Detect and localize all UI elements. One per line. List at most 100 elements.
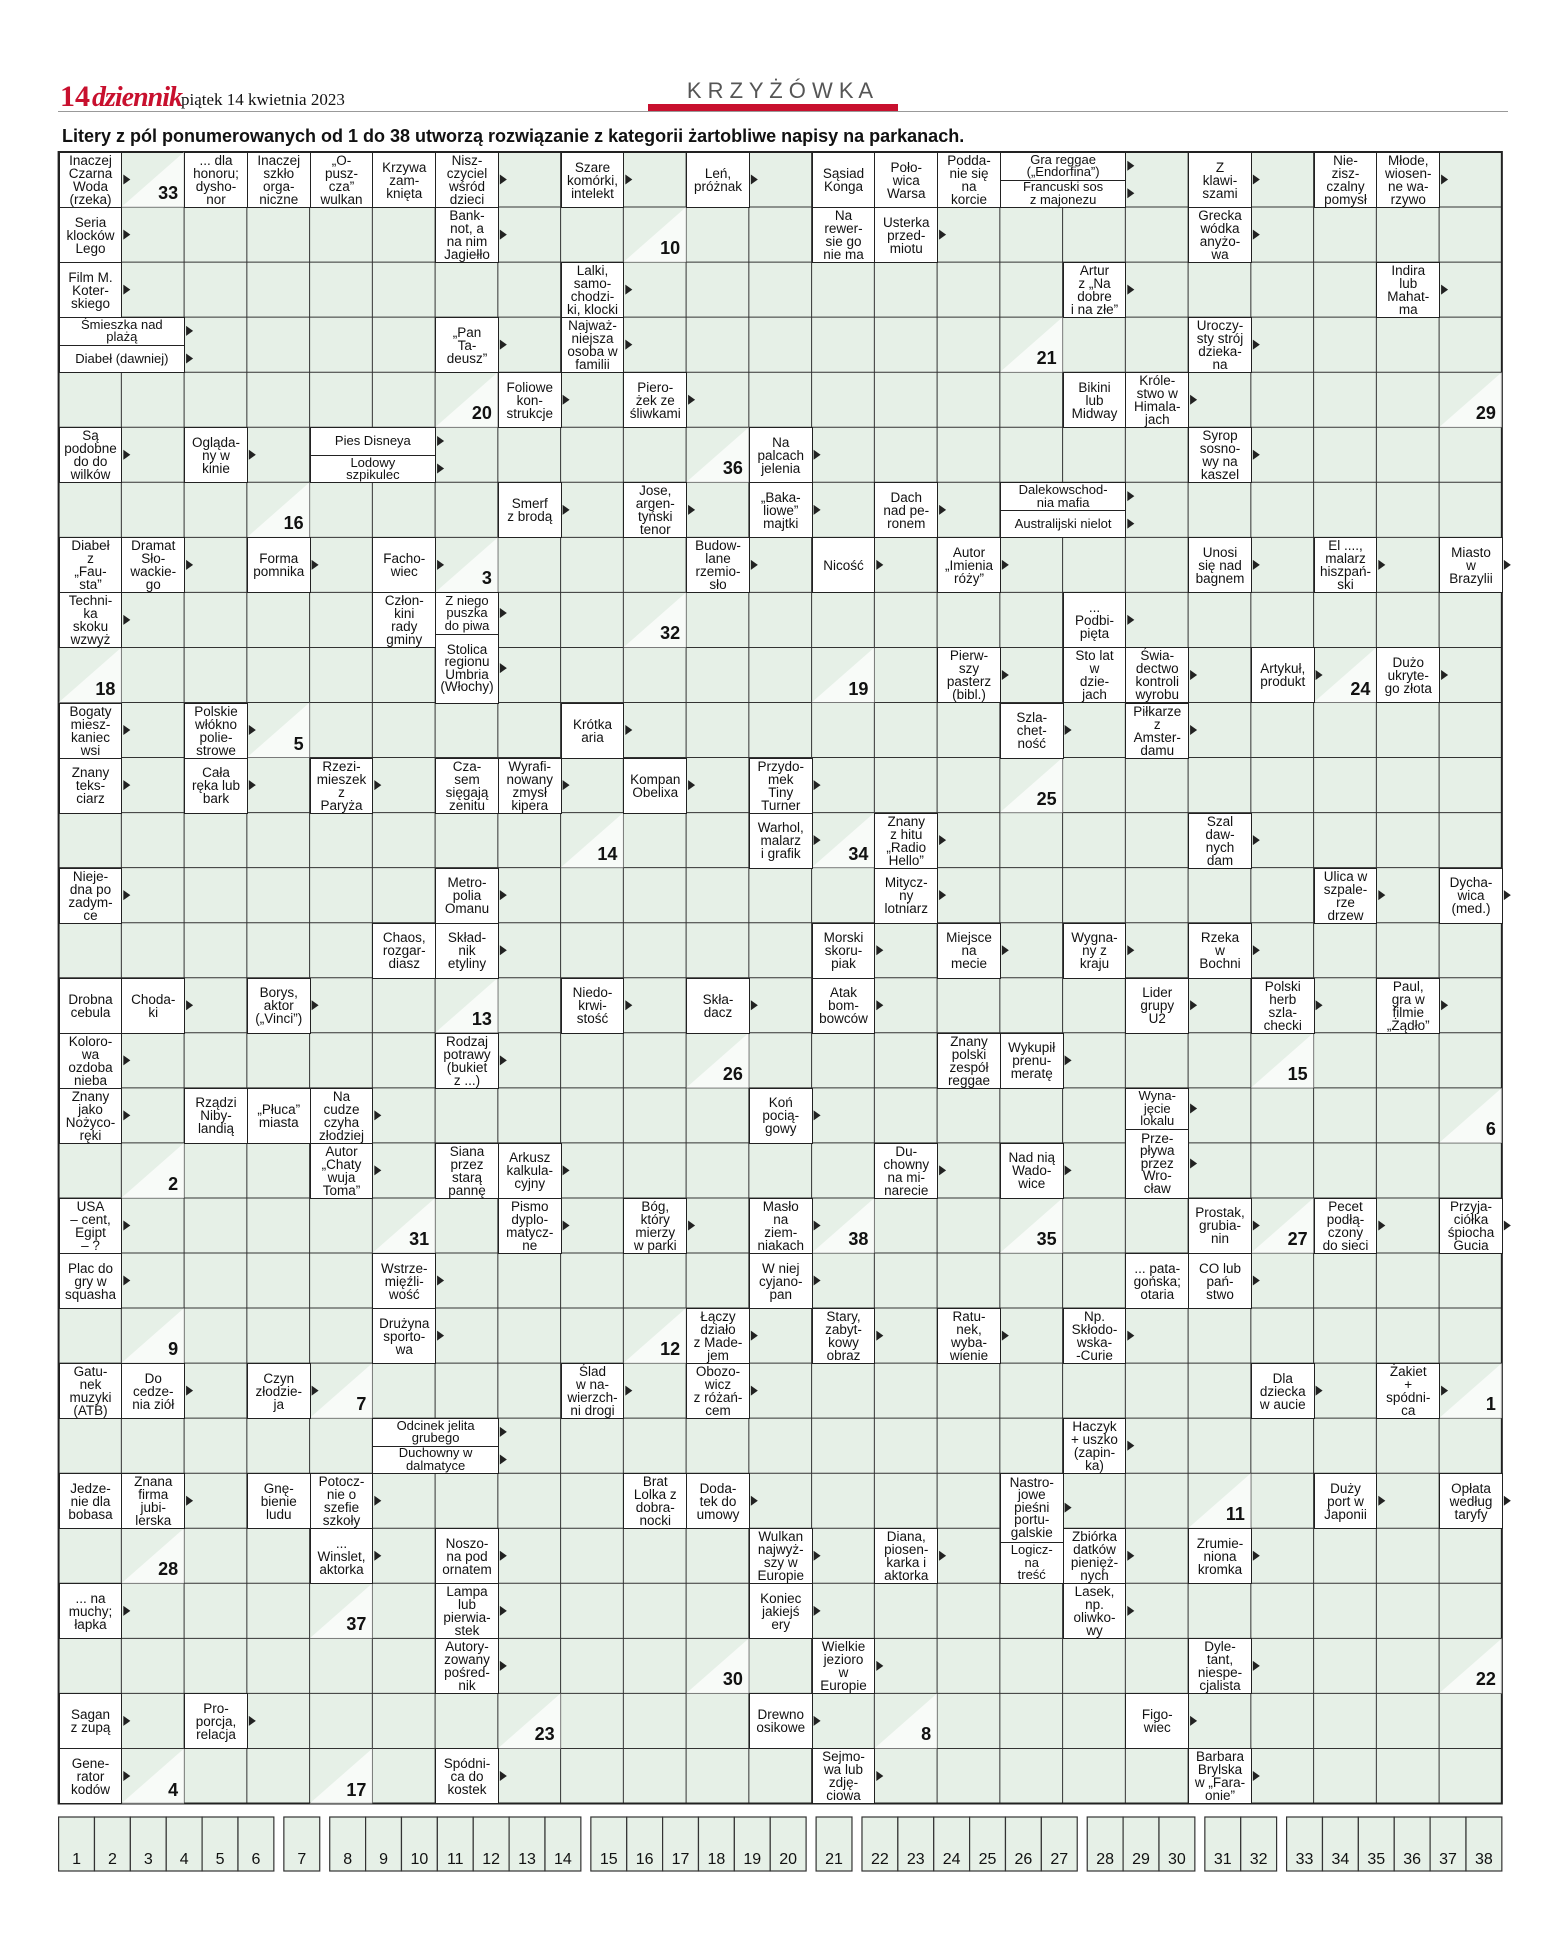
clue: ... pata- gońska; otaria: [1125, 1253, 1190, 1310]
clue: Ogląda- ny w kinie: [184, 427, 248, 484]
cell-number: 26: [722, 1063, 743, 1084]
clue-arrow: [1064, 725, 1072, 736]
clue: Masło na ziem- niakach: [748, 1197, 813, 1254]
shade: [1250, 1197, 1314, 1253]
solution-box: [861, 1816, 899, 1872]
clue: Pismo dyplo- matycz- ne: [497, 1197, 562, 1254]
solution-number: 14: [554, 1851, 572, 1868]
clue: Króle- stwo w Himala- jach: [1125, 372, 1190, 429]
clue-arrow: [123, 1220, 131, 1231]
clue-arrow: [1127, 614, 1135, 625]
clue-arrow: [876, 1770, 884, 1781]
clue-arrow: [248, 449, 256, 460]
clue-arrow: [688, 394, 696, 405]
clue-arrow: [1064, 1502, 1072, 1513]
clue-arrow: [1378, 1495, 1386, 1506]
clue-arrow: [1252, 559, 1260, 570]
solution-box: [1240, 1816, 1278, 1872]
clue: Rzezi- mieszek z Paryża: [309, 757, 374, 814]
solution-number: 5: [215, 1851, 225, 1868]
clue-arrow: [1127, 1605, 1135, 1616]
solution-box: [1321, 1816, 1359, 1872]
clue: Foliowe kon- strukcje: [497, 372, 562, 429]
clue: Pro- porcja, relacja: [184, 1693, 248, 1750]
clue: Krzywa zam- knięta: [372, 152, 437, 209]
shade: [435, 372, 498, 428]
clue-arrow: [625, 1385, 633, 1396]
clue: Diabeł z „Fau- sta”: [58, 537, 123, 594]
clue-arrow: [1190, 725, 1198, 736]
clue: Dach nad pe- ronem: [874, 482, 939, 539]
solution-box: [544, 1816, 582, 1872]
solution-box: [400, 1816, 438, 1872]
solution-number: 35: [1367, 1851, 1386, 1868]
clue: Prze- pływa przez Wro- cław: [1125, 1129, 1190, 1199]
cell-number: 34: [848, 843, 869, 864]
clue-arrow: [750, 1330, 758, 1341]
clue: Dyle- tant, niespe- cjalista: [1188, 1638, 1252, 1695]
clue-arrow: [1503, 1495, 1511, 1506]
clue-arrow: [1441, 1385, 1449, 1396]
clue-arrow: [123, 614, 131, 625]
clue-arrow: [1127, 284, 1135, 295]
clue: Kompan Obelixa: [623, 757, 688, 814]
clue-arrow: [562, 1220, 570, 1231]
clue: Warhol, malarz i grafik: [748, 812, 813, 869]
clue-arrow: [499, 229, 507, 240]
clue: Rodzaj potrawy (bukiet z ...): [435, 1032, 499, 1089]
clue: Syrop sosno- wy na kaszel: [1188, 427, 1252, 484]
clue: Zrumie- niona kromka: [1188, 1528, 1252, 1585]
clue-arrow: [1252, 449, 1260, 460]
clue: Indira lub Mahat- ma: [1376, 262, 1441, 319]
solution-box: [1357, 1816, 1395, 1872]
cell-number: 29: [1475, 403, 1496, 424]
clue-arrow: [186, 1000, 194, 1011]
shade: [497, 1693, 561, 1749]
clue: Z niego puszka do piwa: [435, 592, 499, 635]
clue-arrow: [1001, 1330, 1009, 1341]
clue-arrow: [1190, 394, 1198, 405]
clue-arrow: [499, 1426, 507, 1437]
clue: Wykupił prenu- meratę: [999, 1032, 1064, 1089]
cell-number: 33: [158, 183, 179, 204]
clue: Duchowny w dalmatyce: [372, 1445, 499, 1475]
clue-arrow: [499, 945, 507, 956]
clue-arrow: [813, 1110, 821, 1121]
clue: Autor „Chaty wuja Toma”: [309, 1142, 374, 1199]
clue-arrow: [813, 1715, 821, 1726]
clue: Podda- nie się na korcie: [937, 152, 1001, 209]
clue: Autory- zowany pośred- nik: [435, 1638, 499, 1695]
cell-number: 31: [409, 1229, 430, 1249]
clue: Diabeł (dawniej): [58, 344, 186, 374]
shade: [999, 757, 1063, 813]
clue-arrow: [625, 1000, 633, 1011]
clue: Duży port w Japonii: [1313, 1473, 1378, 1530]
clue: Koniec jakiejś ery: [748, 1583, 813, 1640]
clue-arrow: [562, 1165, 570, 1176]
clue: Obozo- wicz z różań- cem: [686, 1363, 750, 1420]
clue: Żakiet + spódni- ca: [1376, 1363, 1441, 1420]
solution-box: [968, 1816, 1007, 1872]
clue-arrow: [1378, 890, 1386, 901]
clue-arrow: [688, 1220, 696, 1231]
clue-arrow: [1252, 229, 1260, 240]
clue-arrow: [499, 1550, 507, 1561]
clue: „Baka- liowe” majtki: [748, 482, 813, 539]
clue: Morski skoru- piak: [811, 922, 876, 979]
clue-arrow: [939, 835, 947, 846]
clue: Artykuł, produkt: [1250, 647, 1315, 704]
solution-box: [1004, 1816, 1042, 1872]
shade: [686, 427, 749, 483]
clue: Jedze- nie dla bobasa: [58, 1473, 123, 1530]
clue: Gnę- bienie ludu: [246, 1473, 311, 1530]
clue-arrow: [876, 1330, 884, 1341]
section-title: K R Z Y Ż Ó W K A: [686, 78, 874, 103]
clue: Techni- ka skoku wzwyż: [58, 592, 123, 649]
solution-box: [201, 1816, 239, 1872]
solution-box: [661, 1816, 700, 1872]
clue: Koń pocią- gowy: [748, 1087, 813, 1144]
clue: Rządzi Niby- landią: [184, 1087, 248, 1144]
clue-arrow: [1127, 491, 1135, 502]
shade: [435, 977, 498, 1033]
cell-number: 38: [848, 1229, 869, 1249]
